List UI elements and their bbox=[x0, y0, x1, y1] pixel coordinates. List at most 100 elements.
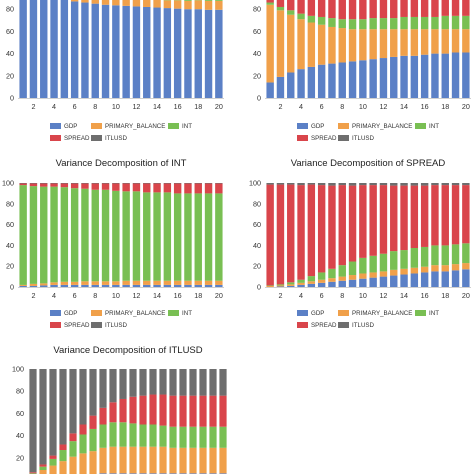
bar-segment-primary-balance bbox=[39, 470, 47, 474]
bar-segment-gdp bbox=[163, 284, 172, 287]
bar-segment-spread bbox=[69, 433, 77, 442]
bar-segment-int bbox=[359, 257, 367, 274]
bar-segment-spread bbox=[163, 183, 172, 193]
legend-swatch-spread bbox=[297, 135, 308, 141]
bar-segment-gdp bbox=[307, 283, 316, 287]
bar-segment-spread bbox=[266, 184, 274, 286]
bar-segment-primary-balance bbox=[99, 447, 107, 474]
x-tick-label: 20 bbox=[462, 291, 470, 300]
bar-segment-itlusd bbox=[112, 183, 120, 184]
x-tick-label: 8 bbox=[93, 291, 97, 300]
bar-segment-spread bbox=[189, 395, 197, 427]
bar-segment-primary-balance bbox=[59, 461, 67, 474]
bar-segment-spread bbox=[307, 184, 316, 277]
bar-segment-itlusd bbox=[451, 183, 460, 186]
bar-segment-int bbox=[173, 193, 182, 281]
bar-segment-itlusd bbox=[189, 369, 197, 396]
bar-segment-primary-balance bbox=[189, 447, 197, 474]
bar-segment-primary-balance bbox=[209, 447, 217, 474]
bar-segment-gdp bbox=[215, 284, 223, 287]
bar-segment-primary-balance bbox=[215, 280, 223, 285]
bar-segment-int bbox=[70, 188, 79, 282]
bar-segment-int bbox=[204, 0, 213, 1]
legend-swatch-spread bbox=[50, 135, 61, 141]
bar-segment-primary-balance bbox=[129, 446, 137, 474]
bar-segment-primary-balance bbox=[19, 284, 27, 286]
bar-segment-primary-balance bbox=[307, 281, 316, 284]
bar-segment-primary-balance bbox=[184, 0, 192, 10]
y-tick-label: 40 bbox=[253, 49, 261, 58]
bar-segment-primary-balance bbox=[91, 281, 99, 285]
x-tick-label: 20 bbox=[215, 102, 223, 111]
bar-segment-primary-balance bbox=[132, 280, 141, 285]
bar-segment-int bbox=[81, 188, 89, 282]
bar-segment-spread bbox=[369, 185, 377, 256]
y-tick-label: 0 bbox=[257, 283, 261, 292]
bar-segment-gdp bbox=[194, 284, 202, 287]
bar-segment-primary-balance bbox=[420, 29, 429, 55]
bar-segment-int bbox=[50, 186, 58, 283]
bar-segment-spread bbox=[317, 185, 326, 273]
bar-segment-gdp bbox=[91, 3, 99, 98]
bar-segment-itlusd bbox=[19, 183, 27, 184]
bar-segment-spread bbox=[441, 185, 449, 246]
bar-segment-int bbox=[19, 185, 27, 285]
legend-swatch-int bbox=[415, 310, 426, 316]
legend-swatch-int bbox=[415, 123, 426, 129]
legend-label-primary-balance: PRIMARY_BALANCE bbox=[105, 123, 165, 130]
bar-segment-primary-balance bbox=[122, 0, 130, 6]
bar-segment-primary-balance bbox=[70, 0, 79, 2]
x-tick-label: 6 bbox=[320, 291, 324, 300]
bar-segment-itlusd bbox=[129, 369, 137, 397]
bar-segment-spread bbox=[462, 0, 470, 16]
bar-segment-int bbox=[169, 426, 177, 448]
bar-segment-spread bbox=[410, 185, 419, 248]
bar-segment-int bbox=[328, 268, 336, 279]
bar-segment-spread bbox=[390, 185, 398, 252]
bar-segment-int bbox=[219, 426, 227, 448]
bar-segment-int bbox=[276, 6, 285, 11]
legend-swatch-spread bbox=[50, 322, 61, 328]
bar-segment-gdp bbox=[91, 284, 99, 287]
bar-segment-gdp bbox=[400, 274, 408, 287]
bar-segment-int bbox=[317, 16, 326, 25]
bar-segment-primary-balance bbox=[276, 10, 285, 77]
legend-swatch-primary-balance bbox=[338, 123, 349, 129]
legend-label-itlusd: ITLUSD bbox=[105, 322, 128, 329]
y-tick-label: 20 bbox=[16, 453, 24, 462]
bar-segment-gdp bbox=[390, 56, 398, 98]
bar-segment-primary-balance bbox=[451, 264, 460, 271]
y-tick-label: 40 bbox=[6, 241, 14, 250]
panel-top-left: 0 20 40 60 80 2 4 6 8 10 12 14 16 18 20 GDP PRIMARY_BALA… bbox=[0, 0, 237, 160]
bar-segment-spread bbox=[328, 0, 336, 19]
bar-segment-gdp bbox=[369, 277, 377, 287]
bar-segment-primary-balance bbox=[173, 0, 182, 9]
x-tick-label: 20 bbox=[215, 291, 223, 300]
bar-segment-spread bbox=[99, 407, 107, 425]
bar-segment-spread bbox=[348, 185, 357, 262]
bar-segment-gdp bbox=[122, 284, 130, 287]
chart-title: Variance Decomposition of INT bbox=[56, 158, 187, 169]
bar-segment-itlusd bbox=[139, 369, 147, 396]
bar-segment-gdp bbox=[348, 61, 357, 98]
bar-segment-gdp bbox=[410, 273, 419, 287]
bar-segment-int bbox=[91, 189, 99, 282]
bar-segment-gdp bbox=[60, 0, 69, 99]
bar-segment-primary-balance bbox=[101, 281, 110, 285]
bar-segment-primary-balance bbox=[163, 280, 172, 285]
bar-segment-spread bbox=[400, 185, 408, 251]
bar-segment-primary-balance bbox=[307, 22, 316, 67]
bar-segment-int bbox=[410, 16, 419, 30]
bar-segment-primary-balance bbox=[348, 275, 357, 280]
bar-segment-int bbox=[109, 422, 117, 447]
bar-segment-primary-balance bbox=[328, 26, 336, 64]
bar-segment-int bbox=[297, 279, 305, 283]
bar-segment-gdp bbox=[266, 82, 274, 98]
bar-segment-spread bbox=[359, 185, 367, 258]
bar-segment-primary-balance bbox=[219, 447, 227, 474]
bar-segment-primary-balance bbox=[297, 282, 305, 285]
bar-segment-int bbox=[69, 441, 77, 457]
bar-segment-primary-balance bbox=[338, 276, 346, 281]
bar-segment-spread bbox=[129, 396, 137, 424]
bar-segment-int bbox=[359, 19, 367, 30]
